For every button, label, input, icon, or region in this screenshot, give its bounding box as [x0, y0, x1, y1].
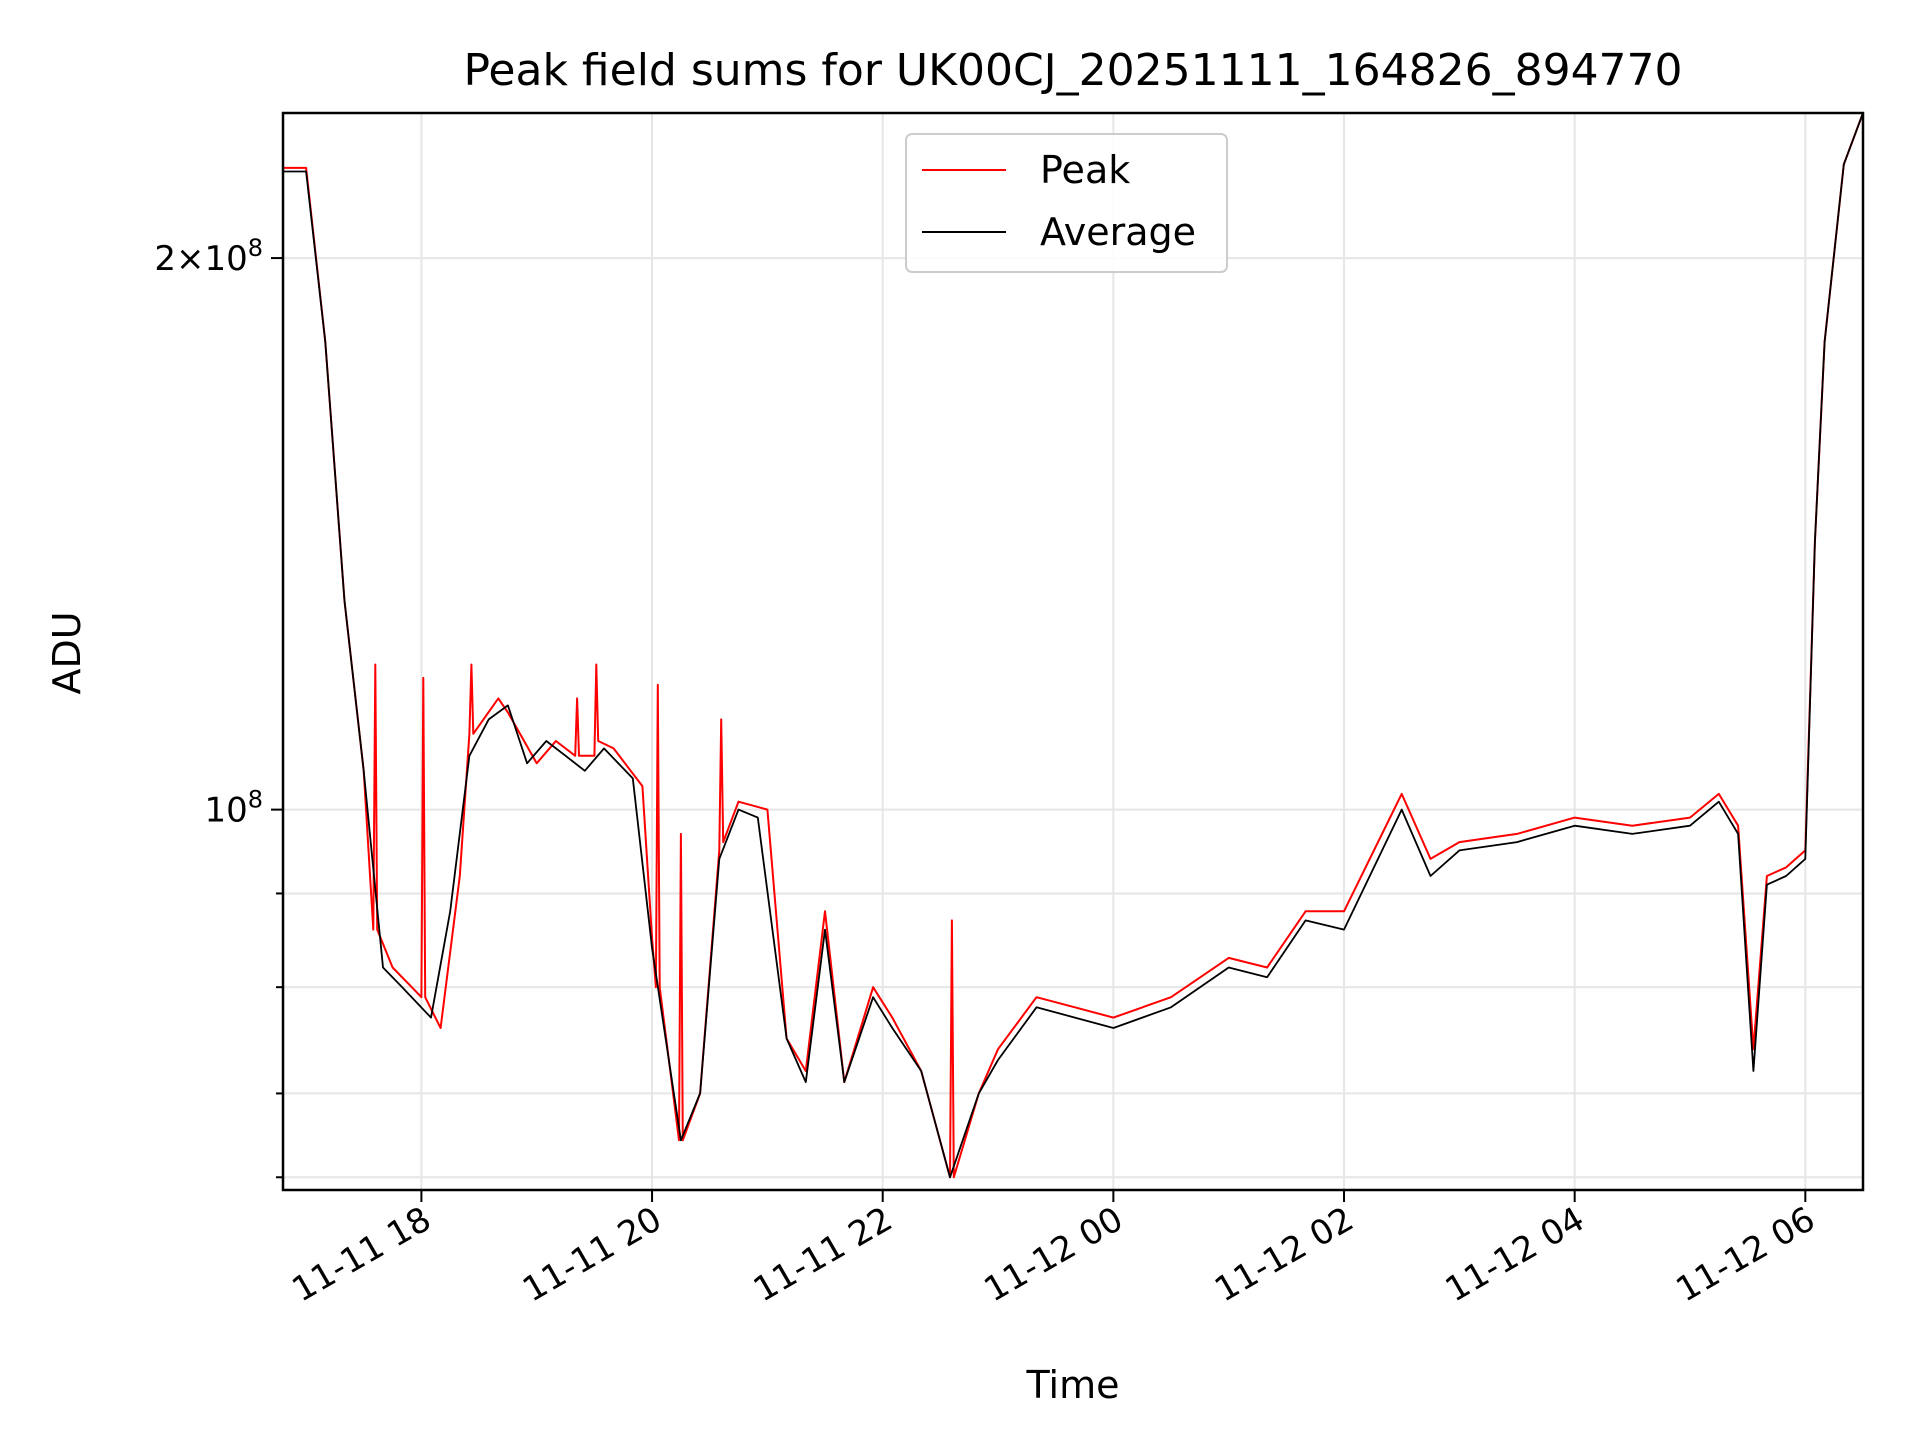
legend-label-average: Average — [1040, 210, 1196, 254]
y-tick-label: 2×108 — [154, 234, 263, 279]
series-line-peak — [283, 112, 1864, 1179]
y-tick-label: 108 — [204, 786, 263, 831]
chart-title: Peak field sums for UK00CJ_20251111_1648… — [463, 45, 1682, 96]
legend-label-peak: Peak — [1040, 148, 1130, 192]
legend: Peak Average — [905, 133, 1228, 273]
plot-frame — [281, 111, 1865, 1192]
y-axis-label: ADU — [45, 611, 89, 694]
series-layer — [283, 112, 1864, 1179]
series-line-average — [283, 112, 1864, 1179]
x-axis-label: Time — [1026, 1363, 1120, 1407]
legend-box — [905, 133, 1228, 273]
grid — [283, 113, 1863, 1190]
